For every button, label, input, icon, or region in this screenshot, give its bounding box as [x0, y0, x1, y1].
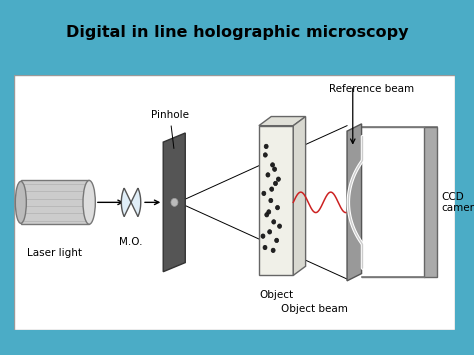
- Ellipse shape: [265, 213, 269, 217]
- Text: Digital in line holographic microscopy: Digital in line holographic microscopy: [66, 25, 408, 40]
- Ellipse shape: [261, 234, 265, 238]
- Ellipse shape: [271, 163, 274, 167]
- Polygon shape: [347, 124, 362, 281]
- Ellipse shape: [271, 248, 275, 252]
- Ellipse shape: [264, 153, 267, 157]
- Text: Pinhole: Pinhole: [151, 110, 189, 148]
- Text: Object beam: Object beam: [281, 304, 347, 314]
- Text: Object: Object: [259, 290, 293, 300]
- Polygon shape: [121, 188, 141, 217]
- Ellipse shape: [272, 220, 276, 224]
- Ellipse shape: [171, 198, 178, 206]
- Ellipse shape: [269, 198, 273, 203]
- Polygon shape: [163, 133, 185, 272]
- Ellipse shape: [262, 191, 266, 196]
- Ellipse shape: [266, 173, 270, 177]
- Text: M.O.: M.O.: [119, 237, 143, 247]
- Text: Laser light: Laser light: [27, 248, 82, 258]
- Ellipse shape: [274, 238, 279, 242]
- Bar: [259, 126, 293, 275]
- Ellipse shape: [268, 230, 272, 234]
- Ellipse shape: [273, 181, 277, 186]
- Ellipse shape: [273, 167, 277, 171]
- Text: Reference beam: Reference beam: [329, 84, 414, 94]
- Polygon shape: [259, 116, 306, 126]
- Polygon shape: [293, 116, 306, 275]
- Polygon shape: [424, 127, 438, 277]
- FancyBboxPatch shape: [21, 180, 89, 224]
- Ellipse shape: [278, 224, 282, 228]
- Ellipse shape: [83, 180, 95, 224]
- Ellipse shape: [276, 177, 281, 181]
- Ellipse shape: [15, 181, 27, 223]
- Ellipse shape: [275, 206, 280, 210]
- Ellipse shape: [264, 144, 268, 149]
- Ellipse shape: [263, 245, 267, 250]
- Text: CCD
camera: CCD camera: [442, 192, 474, 213]
- Ellipse shape: [270, 187, 273, 191]
- Ellipse shape: [267, 210, 271, 214]
